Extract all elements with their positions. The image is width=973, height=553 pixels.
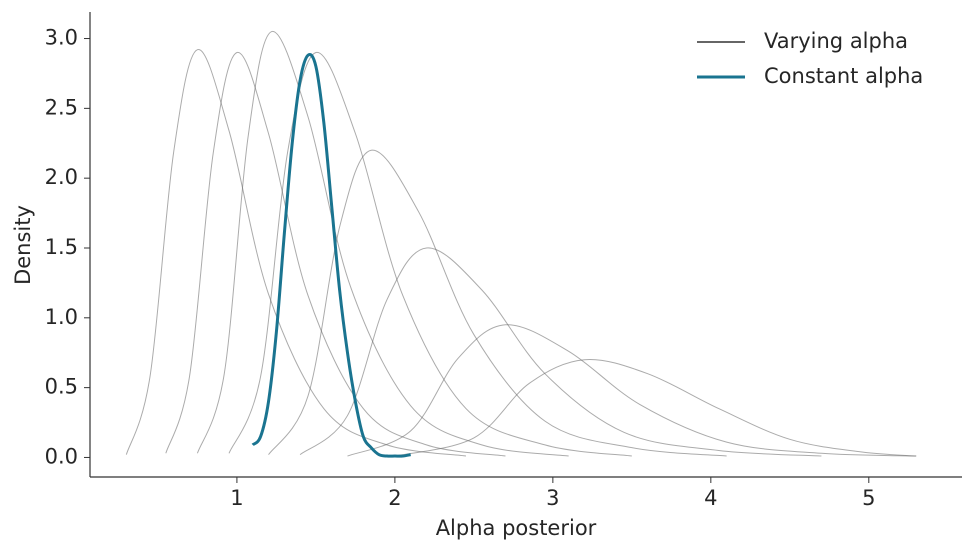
y-tick-label: 1.0 <box>45 305 78 329</box>
x-tick-label: 3 <box>546 486 559 510</box>
legend-label: Constant alpha <box>764 64 923 88</box>
y-tick-label: 0.0 <box>45 444 78 468</box>
y-tick-label: 1.5 <box>45 235 78 259</box>
density-line <box>251 53 411 458</box>
y-tick-label: 3.0 <box>45 26 78 50</box>
density-line <box>125 49 467 457</box>
x-tick-label: 1 <box>230 486 243 510</box>
y-tick-label: 2.0 <box>45 165 78 189</box>
density-line <box>347 324 917 457</box>
density-line <box>394 358 917 457</box>
plot-area <box>125 31 917 458</box>
legend-label: Varying alpha <box>764 29 908 53</box>
density-line <box>165 51 506 457</box>
density-line <box>268 149 727 457</box>
x-tick-label: 2 <box>388 486 401 510</box>
x-axis-label: Alpha posterior <box>436 516 597 540</box>
y-axis-label: Density <box>11 205 35 285</box>
y-tick-label: 2.5 <box>45 95 78 119</box>
density-line <box>299 247 822 457</box>
y-tick-label: 0.5 <box>45 375 78 399</box>
density-line <box>228 51 632 457</box>
x-tick-label: 4 <box>704 486 717 510</box>
x-tick-label: 5 <box>862 486 875 510</box>
density-line <box>196 31 569 457</box>
